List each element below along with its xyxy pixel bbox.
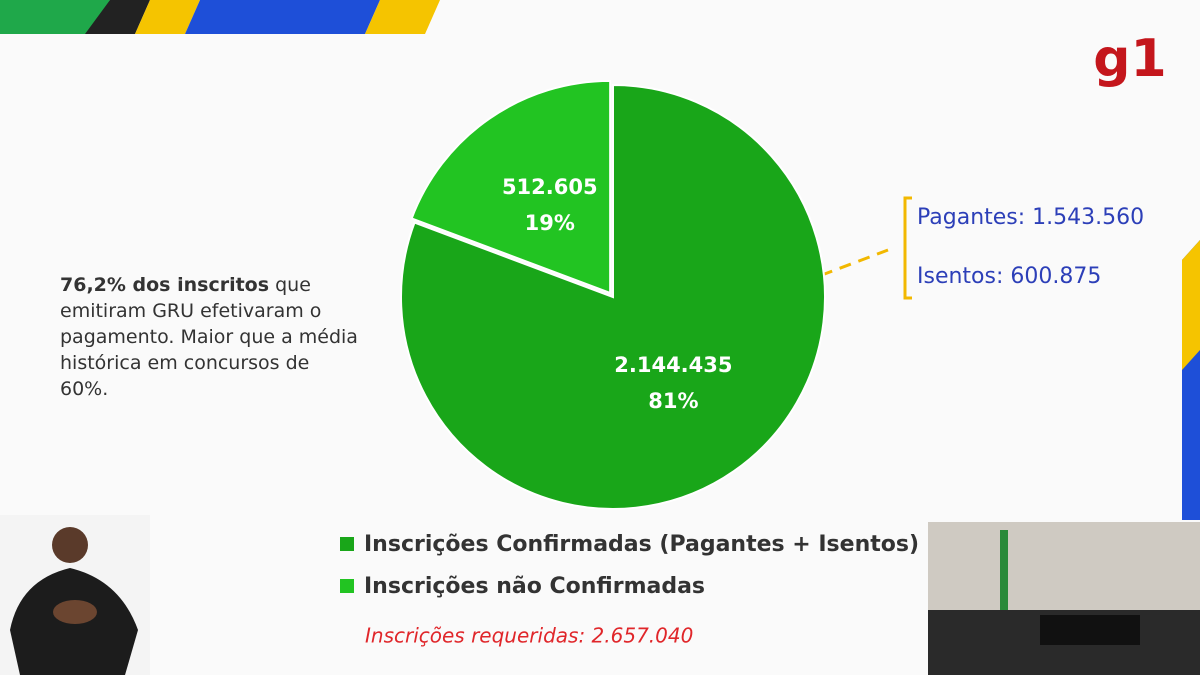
legend-swatch (340, 537, 354, 551)
pie-slice (400, 83, 826, 510)
annotation-text: que emitiram GRU efetivaram o pagamento.… (60, 274, 358, 400)
annotation: 76,2% dos inscritos que emitiram GRU efe… (60, 272, 360, 402)
legend-label: Inscrições não Confirmadas (364, 574, 705, 599)
logo: g1 (1093, 29, 1166, 89)
callout-text: Pagantes: 1.543.560 (917, 205, 1144, 230)
top-stripe (0, 0, 440, 34)
callout-text: Isentos: 600.875 (917, 264, 1101, 289)
footer: Inscrições requeridas: 2.657.040 (365, 624, 693, 648)
legend-swatch (340, 579, 354, 593)
pie-slice (410, 79, 612, 295)
pie: 2.144.435 81% 512.605 19% (400, 79, 826, 510)
right-stripe (1182, 240, 1200, 520)
annotation-bold: 76,2% dos inscritos (60, 274, 270, 296)
video-inset (928, 522, 1200, 675)
slice-value-label: 512.605 (502, 175, 598, 199)
slice-value-label: 2.144.435 (614, 353, 732, 377)
slice-percent-label: 19% (525, 211, 575, 235)
interpreter (0, 515, 150, 675)
slice-percent-label: 81% (648, 389, 698, 413)
legend-label: Inscrições Confirmadas (Pagantes + Isent… (364, 532, 919, 557)
callout-bracket (903, 196, 912, 300)
